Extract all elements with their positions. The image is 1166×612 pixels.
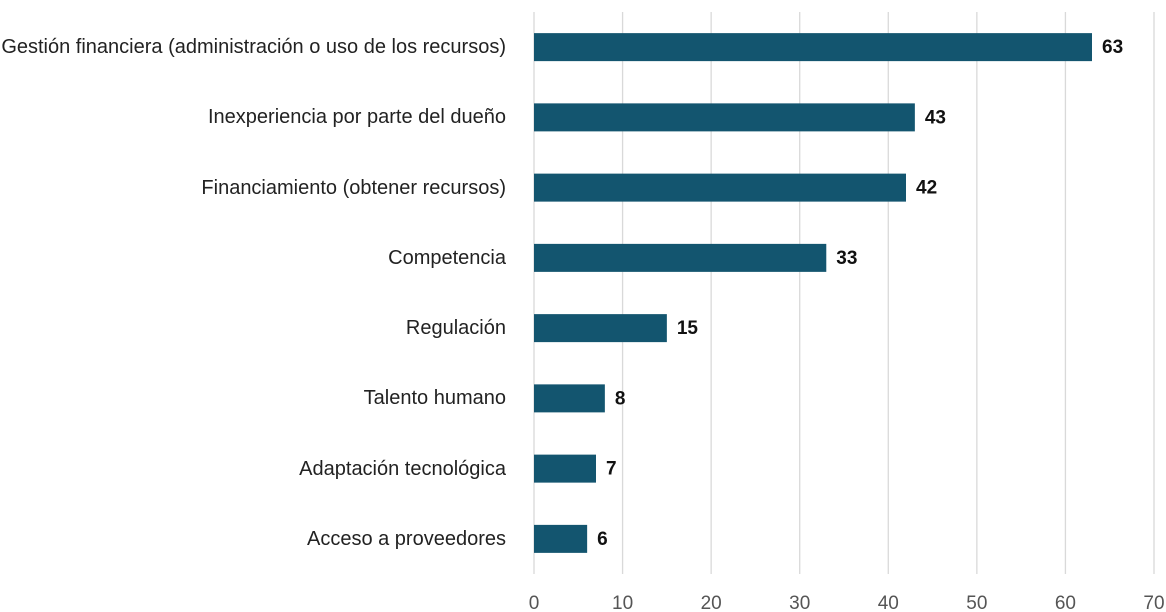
value-label: 15 <box>677 318 699 339</box>
value-label: 33 <box>836 248 857 269</box>
y-tick-label-box: Financiamiento (obtener recursos) <box>0 175 506 201</box>
y-tick-label-box: Competencia <box>0 245 506 271</box>
value-label: 6 <box>597 529 608 550</box>
bar <box>534 103 915 132</box>
value-label: 63 <box>1102 37 1123 58</box>
bar <box>534 524 588 553</box>
x-tick-label: 60 <box>1055 593 1076 612</box>
bar <box>534 314 667 343</box>
bar <box>534 454 596 483</box>
value-label: 8 <box>615 388 626 409</box>
y-tick-label-box: Talento humano <box>0 385 506 411</box>
y-tick-label: Competencia <box>388 246 506 269</box>
y-tick-label: Regulación <box>405 317 506 340</box>
y-tick-label-box: Gestión financiera (administración o uso… <box>0 34 506 60</box>
x-tick-label: 50 <box>966 593 987 612</box>
value-label: 7 <box>606 459 617 480</box>
y-tick-label: Financiamiento (obtener recursos) <box>201 176 506 199</box>
y-tick-label-box: Adaptación tecnológica <box>0 456 506 482</box>
value-label: 42 <box>916 178 937 199</box>
y-tick-label: Talento humano <box>363 387 506 410</box>
y-tick-label-box: Acceso a proveedores <box>0 526 506 552</box>
bar <box>534 243 827 272</box>
x-tick-label: 70 <box>1143 593 1164 612</box>
x-tick-label: 10 <box>612 593 633 612</box>
x-tick-label: 0 <box>529 593 540 612</box>
y-tick-label: Adaptación tecnológica <box>299 457 506 480</box>
bar <box>534 173 906 202</box>
y-tick-label: Gestión financiera (administración o uso… <box>1 36 506 59</box>
y-tick-label-box: Regulación <box>0 315 506 341</box>
x-tick-label: 40 <box>878 593 899 612</box>
y-tick-label: Inexperiencia por parte del dueño <box>208 106 506 129</box>
y-tick-label: Acceso a proveedores <box>306 527 506 550</box>
x-tick-label: 20 <box>701 593 722 612</box>
x-tick-label: 30 <box>789 593 810 612</box>
y-tick-label-box: Inexperiencia por parte del dueño <box>0 104 506 130</box>
value-label: 43 <box>925 107 946 128</box>
bar <box>534 384 605 413</box>
bar <box>534 33 1092 62</box>
